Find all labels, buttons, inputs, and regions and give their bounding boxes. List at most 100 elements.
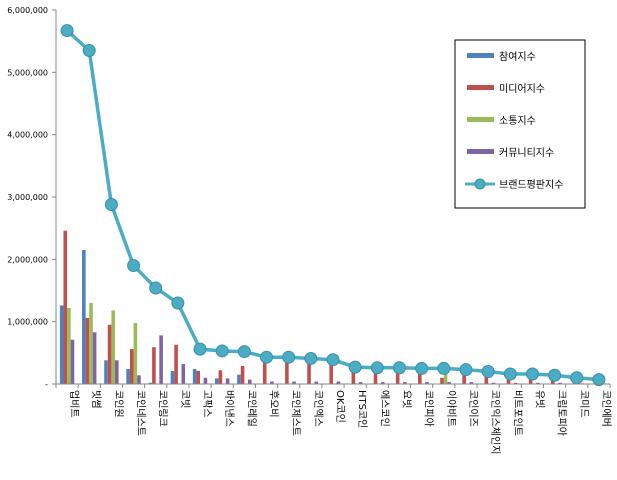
x-tick-label: 코인원 xyxy=(112,390,124,418)
y-tick-label: - xyxy=(45,380,48,389)
bar xyxy=(159,335,163,384)
legend-label: 미디어지수 xyxy=(499,83,545,95)
line-point xyxy=(570,371,584,385)
x-tick-label: 코인레일 xyxy=(245,390,257,427)
bar xyxy=(469,382,474,384)
x-tick-label: 후오비 xyxy=(268,390,280,418)
bar xyxy=(351,369,356,384)
x-tick-label: 에스코인 xyxy=(378,390,390,427)
bar xyxy=(380,382,385,384)
x-tick-label: 코인에버 xyxy=(600,390,612,427)
bar xyxy=(440,377,444,384)
bar xyxy=(107,324,112,384)
bar xyxy=(262,357,267,384)
bar xyxy=(111,310,115,384)
bar xyxy=(115,360,119,384)
y-tick-label: 6,000,000 xyxy=(7,6,48,15)
bar xyxy=(170,370,175,384)
line-point xyxy=(392,361,406,375)
bar-series-group xyxy=(59,230,607,384)
line-point xyxy=(104,197,118,211)
line-point xyxy=(503,367,517,381)
bar xyxy=(152,347,156,384)
x-tick-label: 이야비트 xyxy=(445,390,457,427)
bar xyxy=(558,382,562,384)
line-point xyxy=(437,361,451,375)
bar xyxy=(104,360,108,384)
x-tick-label: 코인익스체인지 xyxy=(489,390,501,454)
bar xyxy=(285,359,289,384)
line-point xyxy=(525,367,539,381)
line-point xyxy=(237,345,251,359)
bar xyxy=(148,382,153,384)
y-tick-label: 5,000,000 xyxy=(7,68,48,77)
legend-label: 브랜드평판지수 xyxy=(499,179,563,191)
bar xyxy=(447,382,451,384)
bar xyxy=(373,369,378,384)
bar xyxy=(89,302,93,384)
bar xyxy=(425,382,429,384)
x-tick-label: 코인링크 xyxy=(157,390,169,427)
bar xyxy=(403,382,407,384)
x-tick-label: 요빗 xyxy=(400,390,412,408)
x-axis: 업비트 빗썸 코인원 코인네스트 코인링크 코빗 고팍스 바이낸스 코인레일 후오비 코인제스트 코인… xyxy=(55,383,612,454)
x-tick-label: OK코인 xyxy=(334,390,346,423)
bar xyxy=(418,368,422,384)
line-point xyxy=(326,353,340,367)
line-point xyxy=(592,373,606,387)
legend-swatch xyxy=(467,53,494,58)
x-tick-label: 코인피아 xyxy=(423,390,435,427)
bar xyxy=(215,378,219,384)
bar xyxy=(314,381,319,384)
bar xyxy=(395,369,400,384)
bar xyxy=(70,339,75,384)
bar xyxy=(329,364,333,384)
legend-label: 참여지수 xyxy=(499,51,536,63)
bar xyxy=(358,382,363,384)
x-tick-label: 코빗 xyxy=(179,390,191,408)
legend-label: 커뮤니티지수 xyxy=(499,147,554,159)
bar xyxy=(336,381,341,384)
legend-swatch xyxy=(467,117,494,122)
bar xyxy=(513,382,518,384)
y-tick-label: 1,000,000 xyxy=(7,318,48,327)
bar xyxy=(85,317,90,384)
line-point xyxy=(548,368,562,382)
bar xyxy=(192,369,197,384)
y-axis: - 1,000,000 2,000,000 3,000,000 4,000,000 5,0… xyxy=(7,6,57,389)
bar xyxy=(129,349,134,384)
bar xyxy=(491,382,496,384)
bar xyxy=(126,369,130,384)
bar xyxy=(82,249,86,384)
x-tick-label: 코인네스트 xyxy=(135,390,147,436)
x-tick-label: 코인이즈 xyxy=(467,390,479,427)
bar xyxy=(443,368,448,384)
x-tick-label: 코미드 xyxy=(578,390,590,418)
bar xyxy=(67,307,71,384)
bar xyxy=(484,374,489,384)
x-tick-label: 바이낸스 xyxy=(223,390,235,427)
bar xyxy=(196,370,201,384)
bar xyxy=(307,360,311,384)
x-tick-label: 고팍스 xyxy=(201,390,213,418)
bar xyxy=(181,364,186,384)
x-tick-label: 크립토피아 xyxy=(556,390,569,436)
bar xyxy=(203,377,208,384)
y-tick-label: 2,000,000 xyxy=(7,255,48,264)
legend-label: 소통지수 xyxy=(499,115,536,127)
bar xyxy=(218,370,223,384)
bar xyxy=(225,378,230,384)
bar xyxy=(59,305,64,384)
bar xyxy=(174,344,178,384)
line-point xyxy=(282,350,296,364)
line-point xyxy=(304,351,318,365)
bar xyxy=(240,365,245,384)
line-point xyxy=(82,44,96,58)
legend-swatch xyxy=(467,149,494,154)
bar xyxy=(292,381,296,384)
x-tick-label: 비트포인트 xyxy=(511,390,523,436)
bar xyxy=(270,381,274,384)
